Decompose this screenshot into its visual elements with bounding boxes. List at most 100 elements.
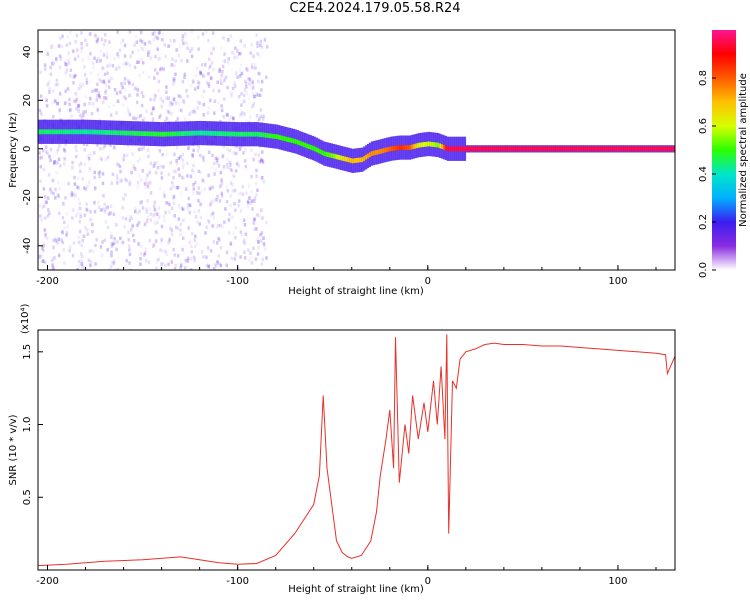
spectrogram-ridge-cell [243, 131, 246, 137]
spectrogram-ridge-cell [38, 129, 41, 135]
spectrogram-noise-cell [260, 159, 263, 163]
spectrogram-ridge-cell [654, 146, 657, 152]
spectrogram-noise-cell [145, 210, 149, 214]
spectrogram-noise-cell [56, 240, 59, 245]
spectrogram-noise-cell [181, 247, 184, 252]
spectrogram-noise-cell [220, 194, 224, 198]
spectrogram-noise-cell [116, 52, 119, 56]
spectrogram-noise-cell [212, 47, 215, 51]
spectrogram-noise-cell [96, 107, 99, 112]
spectrogram-noise-cell [197, 47, 200, 51]
spectrogram-noise-cell [106, 248, 109, 252]
spectrogram-noise-cell [147, 155, 150, 159]
spectrogram-ridge-cell [332, 153, 335, 159]
spectrogram-noise-cell [129, 63, 132, 68]
spectrogram-noise-cell [61, 215, 65, 220]
spectrogram-noise-cell [260, 157, 263, 162]
spectrogram-noise-cell [198, 101, 201, 105]
spectrogram-ridge-cell [74, 129, 77, 135]
spectrogram-noise-cell [254, 181, 258, 186]
spectrogram-noise-cell [65, 67, 69, 72]
spectrogram-noise-cell [232, 116, 235, 120]
spectrogram-noise-cell [255, 174, 258, 178]
spectrogram-noise-cell [209, 98, 212, 103]
spectrogram-ridge-cell [642, 146, 645, 152]
spectrogram-noise-cell [143, 182, 147, 186]
spectrogram-ridge-cell [294, 139, 297, 144]
spectrogram-noise-cell [168, 237, 171, 242]
spectrogram-noise-cell [77, 197, 80, 202]
spectrogram-noise-cell [229, 194, 232, 198]
spectrogram-noise-cell [83, 73, 87, 77]
spectrogram-noise-cell [157, 206, 161, 210]
spectrogram-noise-cell [133, 167, 137, 171]
spectrogram-noise-cell [40, 254, 44, 258]
spectrogram-ridge-cell [53, 129, 56, 135]
spectrogram-noise-cell [199, 202, 202, 207]
spectrogram-noise-cell [75, 107, 78, 111]
spectrogram-noise-cell [192, 110, 195, 114]
spectrogram-noise-cell [128, 180, 132, 184]
spectrogram-noise-cell [218, 68, 221, 72]
spectrogram-noise-cell [106, 71, 109, 75]
spectrogram-noise-cell [95, 98, 98, 102]
spectrogram-ridge-cell [55, 129, 58, 135]
spectrogram-noise-cell [211, 212, 215, 216]
spectrogram-noise-cell [169, 100, 172, 105]
spectrogram-noise-cell [53, 256, 56, 260]
spectrogram-ridge-cell [135, 131, 138, 136]
spectrogram-ridge-cell [427, 141, 430, 147]
spectrogram-noise-cell [157, 88, 160, 93]
spectrogram-noise-cell [121, 216, 124, 220]
spectrogram-ridge-cell [273, 134, 276, 139]
spectrogram-noise-cell [239, 191, 243, 195]
spectrogram-noise-cell [72, 99, 76, 103]
spectrogram-noise-cell [181, 152, 185, 157]
spectrogram-noise-cell [249, 51, 253, 55]
spectrogram-noise-cell [116, 181, 119, 185]
spectrogram-noise-cell [243, 256, 247, 260]
spectrogram-noise-cell [205, 263, 208, 268]
spectrogram-noise-cell [247, 201, 250, 205]
spectrogram-ridge-cell [496, 146, 499, 152]
spectrogram-noise-cell [91, 89, 94, 94]
spectrogram-noise-cell [79, 215, 82, 219]
spectrogram-noise-cell [169, 39, 172, 43]
spectrogram-noise-cell [173, 214, 176, 218]
spectrogram-noise-cell [168, 210, 171, 214]
spectrogram-noise-cell [164, 263, 167, 268]
spectrogram-noise-cell [99, 156, 103, 160]
snr-x-axis: -200 -100 0 100 [36, 565, 657, 587]
spectrogram-noise-cell [99, 245, 103, 249]
spectrogram-noise-cell [61, 240, 64, 245]
spectrogram-noise-cell [228, 212, 231, 217]
spectrogram-noise-cell [143, 42, 147, 46]
spectrogram-noise-cell [259, 114, 262, 119]
spectrogram-noise-cell [137, 147, 141, 152]
spectrogram-noise-cell [65, 100, 68, 105]
spectrogram-ridge-cell [444, 145, 448, 151]
spectrogram-noise-cell [225, 162, 229, 167]
spectrogram-noise-cell [46, 236, 49, 241]
spectrogram-noise-cell [262, 179, 266, 184]
spectrogram-ridge-cell [574, 146, 577, 152]
spectrogram-noise-cell [127, 79, 130, 83]
spectrogram-noise-cell [242, 151, 245, 155]
spectrogram-noise-cell [179, 222, 183, 227]
spectrogram-noise-cell [190, 30, 194, 34]
spectrogram-ridge-cell [313, 146, 316, 152]
spectrogram-ridge-cell [252, 131, 256, 137]
spectrogram-noise-cell [69, 30, 72, 35]
spectrogram-noise-cell [229, 242, 233, 246]
spectrogram-noise-cell [116, 176, 119, 181]
spectrogram-noise-cell [100, 49, 103, 54]
spectrogram-ridge-cell [507, 146, 510, 152]
spectrogram-noise-cell [169, 187, 173, 191]
spectrogram-noise-cell [189, 268, 192, 270]
spectrogram-ridge-cell [424, 142, 427, 147]
spectrogram-noise-cell [160, 171, 163, 175]
spectrogram-noise-cell [231, 86, 235, 91]
spectrogram-noise-cell [67, 61, 71, 66]
spectrogram-noise-cell [57, 180, 60, 185]
spectrogram-noise-cell [167, 96, 170, 100]
